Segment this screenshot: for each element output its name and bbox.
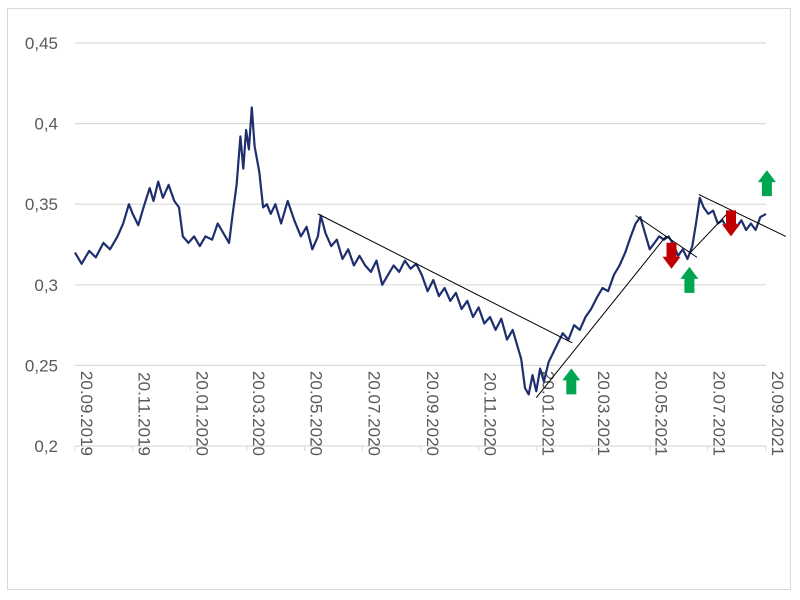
x-tick-label: 20.05.2020 (307, 371, 326, 456)
trendlines (317, 194, 787, 398)
x-tick-label: 20.07.2021 (709, 371, 728, 456)
chart-frame (7, 8, 791, 590)
trendline (535, 236, 667, 398)
y-tick-label: 0,2 (34, 437, 58, 456)
y-tick-label: 0,45 (25, 34, 58, 53)
x-tick-label: 20.11.2020 (481, 372, 500, 456)
up-arrow-icon (562, 368, 581, 395)
x-tick-label: 20.03.2020 (249, 371, 268, 456)
up-arrow-icon (757, 170, 776, 197)
x-tick-label: 20.01.2021 (538, 371, 557, 456)
signal-arrows (562, 170, 776, 395)
x-axis-ticks: 20.09.2019 20.11.2019 20.01.2020 20.03.2020… (74, 371, 787, 456)
trendline (635, 215, 698, 258)
x-tick-label: 20.09.2020 (423, 371, 442, 456)
x-tick-label: 20.09.2019 (77, 371, 96, 456)
trendline (690, 210, 731, 253)
x-tick-label: 20.07.2020 (364, 371, 383, 456)
x-tick-label: 20.05.2021 (652, 371, 671, 456)
x-tick-label: 20.03.2021 (594, 371, 613, 456)
y-tick-label: 0,25 (25, 356, 58, 375)
y-tick-label: 0,35 (25, 195, 58, 214)
y-tick-label: 0,3 (34, 276, 58, 295)
down-arrow-icon (662, 242, 681, 269)
x-tick-label: 20.09.2021 (768, 371, 787, 456)
up-arrow-icon (680, 266, 699, 293)
trendline (317, 213, 573, 344)
series-line (74, 106, 767, 396)
trendline (698, 194, 787, 237)
series-group (74, 106, 767, 396)
down-arrow-icon (722, 210, 740, 237)
x-tick-label: 20.01.2020 (192, 371, 211, 456)
y-tick-label: 0,4 (34, 115, 58, 134)
x-tick-label: 20.11.2019 (135, 372, 154, 456)
y-axis-ticks: 0,2 0,25 0,3 0,35 0,4 0,45 (25, 34, 58, 456)
